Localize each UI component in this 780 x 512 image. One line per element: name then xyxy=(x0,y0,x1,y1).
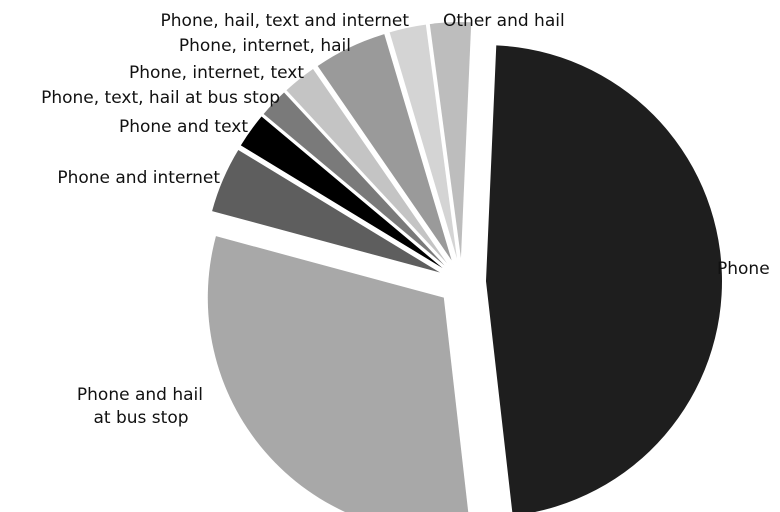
pie-slice-phone-internet-hail xyxy=(317,34,452,261)
pie-label-phone-internet-hail: Phone, internet, hail xyxy=(179,36,351,56)
pie-slices xyxy=(207,22,722,512)
pie-slice-other-and-hail xyxy=(429,22,472,259)
pie-label-phone: Phone xyxy=(717,259,770,279)
pie-slice-phone xyxy=(485,45,722,512)
pie-slice-phone-and-text xyxy=(240,116,443,269)
pie-label-phone-text-hail-at-bus-stop: Phone, text, hail at bus stop xyxy=(41,88,280,108)
pie-label-phone-and-text: Phone and text xyxy=(119,117,248,137)
pie-label-phone-hail-text-and-internet: Phone, hail, text and internet xyxy=(161,11,410,31)
pie-slice-phone-text-hail-at-bus-stop xyxy=(263,92,445,266)
pie-slice-phone-and-hail-at-bus-stop xyxy=(207,236,469,512)
pie-label-line: at bus stop xyxy=(93,408,188,428)
pie-slice-phone-hail-text-and-internet xyxy=(389,24,457,259)
pie-slice-phone-and-internet xyxy=(212,149,440,273)
pie-label-line: Phone and hail xyxy=(77,385,203,405)
pie-label-phone-and-hail-at-bus-stop: Phone and hail at bus stop xyxy=(77,385,203,428)
pie-slice-phone-internet-text xyxy=(286,68,447,264)
pie-label-phone-and-internet: Phone and internet xyxy=(57,168,220,188)
pie-label-phone-internet-text: Phone, internet, text xyxy=(129,63,304,83)
pie-label-other-and-hail: Other and hail xyxy=(443,11,565,31)
